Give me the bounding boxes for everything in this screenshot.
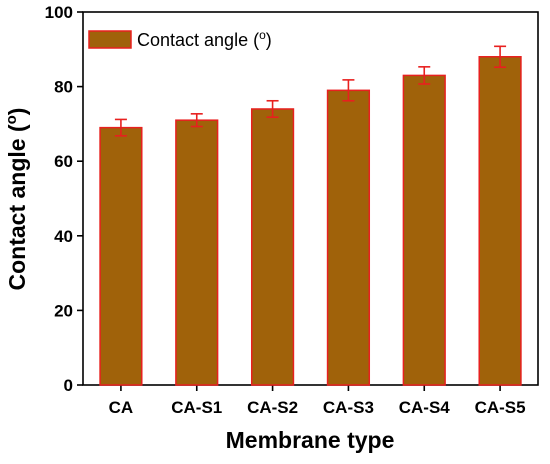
bars	[99, 56, 522, 386]
bar	[99, 126, 143, 386]
legend-closing-paren: )	[266, 30, 272, 50]
bar	[250, 108, 295, 386]
x-tick-label: CA-S4	[399, 398, 451, 417]
plot-frame	[82, 11, 539, 386]
y-axis-closing-paren: )	[4, 108, 30, 116]
x-tick-label: CA-S1	[171, 398, 222, 417]
bar	[175, 119, 219, 386]
y-axis-title-text: Contact angle (	[4, 124, 30, 290]
legend-label-text: Contact angle (	[137, 30, 259, 50]
y-axis-degree-superscript: o	[3, 115, 20, 124]
x-tick-label: CA-S2	[247, 398, 298, 417]
y-axis-ticks: 0 20 40 60 80 100	[45, 3, 83, 395]
x-axis-ticks: CA CA-S1 CA-S2 CA-S3 CA-S4 CA-S5	[109, 385, 526, 417]
x-tick-label: CA-S3	[323, 398, 374, 417]
y-tick-label: 40	[54, 227, 73, 246]
x-tick-label: CA-S5	[475, 398, 526, 417]
y-tick-label: 0	[64, 376, 73, 395]
legend: Contact angle (o)	[88, 28, 272, 50]
x-axis-title: Membrane type	[226, 427, 395, 453]
bar	[402, 74, 446, 386]
y-tick-label: 100	[45, 3, 73, 22]
legend-label: Contact angle (o)	[137, 28, 272, 50]
error-bars	[114, 45, 507, 137]
y-axis-title: Contact angle (o)	[3, 108, 30, 291]
bar	[478, 56, 522, 386]
legend-degree-superscript: o	[259, 28, 266, 42]
legend-swatch	[88, 30, 132, 49]
x-tick-label: CA	[109, 398, 134, 417]
y-tick-label: 20	[54, 301, 73, 320]
y-tick-label: 80	[54, 78, 73, 97]
y-tick-label: 60	[54, 152, 73, 171]
bar	[326, 89, 371, 386]
